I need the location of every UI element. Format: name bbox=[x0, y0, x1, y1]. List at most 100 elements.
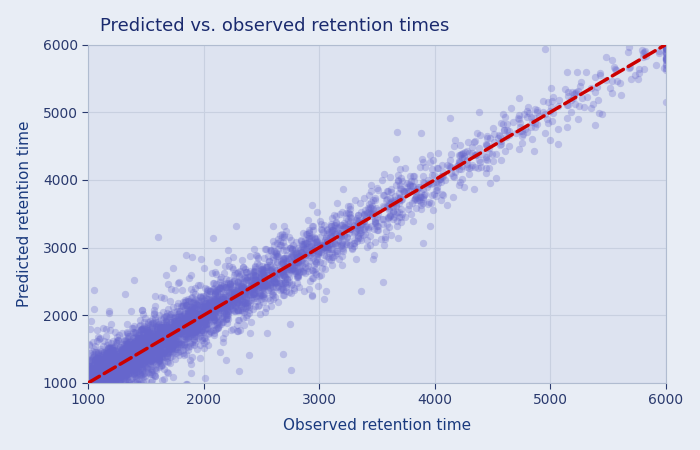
Point bbox=[118, 361, 129, 369]
Point bbox=[217, 318, 228, 325]
Point bbox=[171, 324, 182, 331]
Point bbox=[116, 353, 127, 360]
Point bbox=[178, 302, 189, 310]
Point bbox=[85, 383, 96, 390]
Point bbox=[225, 281, 236, 288]
Point bbox=[455, 166, 466, 173]
Point bbox=[127, 358, 138, 365]
Point bbox=[127, 358, 139, 365]
Point bbox=[95, 360, 106, 368]
Point bbox=[184, 274, 195, 282]
Point bbox=[120, 343, 132, 351]
Point bbox=[178, 335, 190, 342]
Point bbox=[111, 374, 122, 382]
Point bbox=[152, 325, 163, 333]
Point bbox=[118, 362, 130, 369]
Point bbox=[517, 127, 528, 134]
Point bbox=[326, 222, 337, 230]
Point bbox=[331, 247, 342, 254]
Point bbox=[110, 364, 121, 371]
Point bbox=[142, 365, 153, 372]
Point bbox=[659, 64, 670, 72]
Point bbox=[89, 386, 100, 393]
Point bbox=[118, 344, 129, 351]
Point bbox=[280, 257, 291, 265]
Point bbox=[210, 297, 221, 304]
Point bbox=[100, 370, 111, 378]
Point bbox=[319, 243, 330, 251]
Point bbox=[170, 329, 181, 337]
Point bbox=[248, 284, 259, 291]
Point bbox=[309, 266, 321, 273]
Point bbox=[249, 276, 260, 283]
Point bbox=[462, 139, 473, 146]
Point bbox=[88, 374, 99, 381]
Point bbox=[125, 356, 136, 363]
Point bbox=[118, 364, 129, 372]
Point bbox=[96, 371, 107, 378]
Point bbox=[321, 231, 332, 238]
Point bbox=[83, 360, 94, 368]
Point bbox=[83, 386, 94, 393]
Point bbox=[510, 130, 522, 137]
Point bbox=[96, 358, 107, 365]
Point bbox=[573, 115, 584, 122]
Point bbox=[223, 262, 235, 270]
Point bbox=[258, 295, 270, 302]
Point bbox=[160, 386, 172, 393]
Point bbox=[209, 300, 220, 307]
Point bbox=[97, 325, 108, 332]
Point bbox=[142, 363, 153, 370]
Point bbox=[87, 383, 98, 391]
Point bbox=[365, 187, 377, 194]
Point bbox=[595, 71, 606, 78]
Point bbox=[150, 321, 161, 328]
Point bbox=[119, 353, 130, 360]
Point bbox=[124, 386, 135, 393]
Point bbox=[215, 284, 226, 291]
Point bbox=[174, 351, 185, 359]
Point bbox=[94, 352, 106, 359]
Point bbox=[162, 358, 174, 365]
Point bbox=[149, 357, 160, 364]
Point bbox=[184, 297, 195, 304]
Point bbox=[122, 362, 134, 369]
Point bbox=[660, 44, 671, 51]
Point bbox=[227, 295, 238, 302]
Point bbox=[176, 315, 188, 323]
Point bbox=[161, 326, 172, 333]
Point bbox=[112, 362, 123, 369]
Point bbox=[171, 331, 182, 338]
Point bbox=[159, 324, 170, 331]
Point bbox=[132, 364, 144, 372]
Point bbox=[190, 304, 201, 311]
Point bbox=[229, 290, 240, 297]
Point bbox=[139, 347, 150, 354]
Point bbox=[254, 310, 265, 317]
Point bbox=[158, 349, 169, 356]
Point bbox=[116, 363, 127, 370]
Point bbox=[107, 367, 118, 374]
Point bbox=[166, 320, 177, 328]
Point bbox=[120, 364, 131, 371]
Point bbox=[158, 340, 169, 347]
Point bbox=[184, 314, 195, 321]
Point bbox=[287, 246, 298, 253]
Point bbox=[119, 351, 130, 358]
Point bbox=[153, 323, 164, 330]
Point bbox=[562, 92, 573, 99]
Point bbox=[198, 304, 209, 311]
Point bbox=[227, 290, 238, 297]
Point bbox=[214, 317, 225, 324]
Point bbox=[238, 304, 249, 311]
Point bbox=[213, 307, 224, 315]
Point bbox=[258, 280, 270, 288]
Point bbox=[295, 248, 307, 255]
Point bbox=[90, 386, 101, 393]
Point bbox=[150, 360, 162, 367]
Point bbox=[194, 332, 205, 339]
Point bbox=[223, 246, 234, 253]
Point bbox=[131, 376, 142, 383]
Point bbox=[140, 333, 151, 340]
Point bbox=[159, 348, 170, 356]
